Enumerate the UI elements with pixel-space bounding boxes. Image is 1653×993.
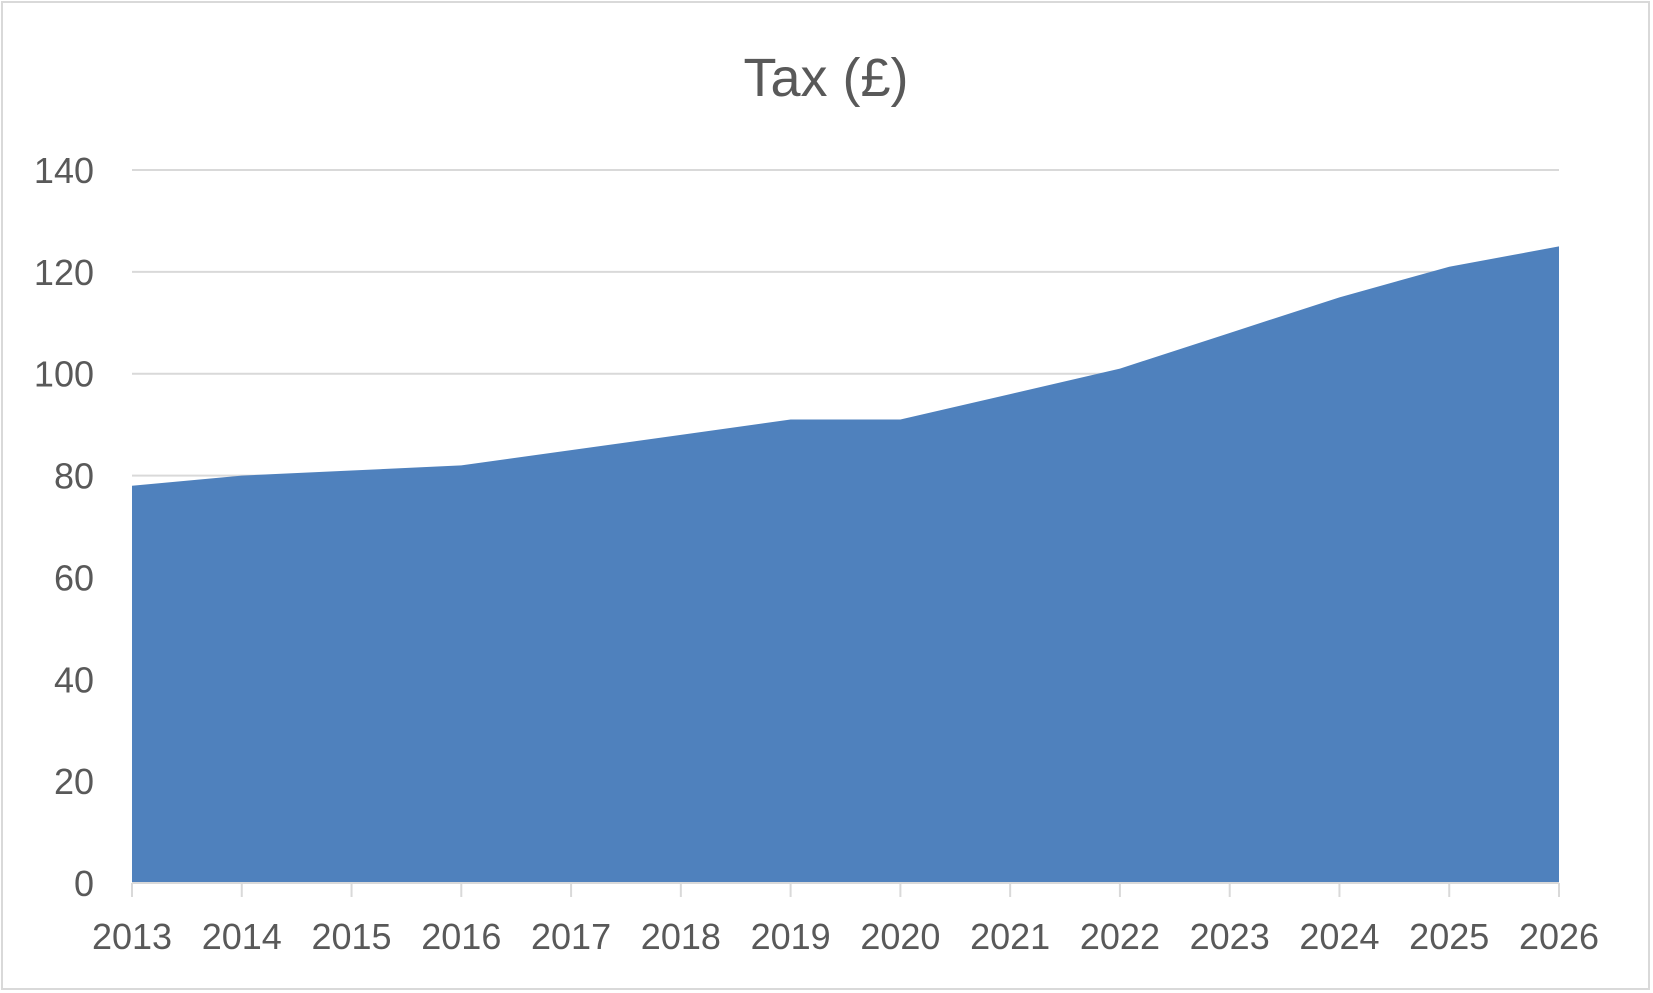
y-tick-label: 140 — [34, 150, 94, 191]
x-tick-label: 2020 — [860, 916, 940, 957]
chart-title: Tax (£) — [743, 48, 908, 108]
x-axis-ticks: 2013 2014 2015 2016 2017 2018 2019 2020 2021 2022… — [92, 916, 1599, 957]
x-tick-label: 2019 — [751, 916, 831, 957]
area-series — [132, 246, 1559, 884]
x-tick-label: 2014 — [202, 916, 282, 957]
x-tick-label: 2015 — [311, 916, 391, 957]
y-axis-ticks: 0 20 40 60 80 100 120 140 — [34, 150, 94, 904]
area-fill — [132, 246, 1559, 884]
y-tick-label: 60 — [54, 557, 94, 598]
y-tick-label: 80 — [54, 456, 94, 497]
x-tick-label: 2018 — [641, 916, 721, 957]
x-tick-label: 2021 — [970, 916, 1050, 957]
x-tick-label: 2024 — [1299, 916, 1379, 957]
x-tick-label: 2025 — [1409, 916, 1489, 957]
x-axis — [131, 882, 1560, 897]
x-tick-label: 2016 — [421, 916, 501, 957]
x-tick-label: 2022 — [1080, 916, 1160, 957]
x-tick-label: 2023 — [1190, 916, 1270, 957]
y-tick-label: 20 — [54, 761, 94, 802]
y-tick-label: 40 — [54, 659, 94, 700]
y-tick-label: 0 — [74, 863, 94, 904]
y-tick-label: 100 — [34, 354, 94, 395]
x-tick-label: 2013 — [92, 916, 172, 957]
y-tick-label: 120 — [34, 252, 94, 293]
x-tick-label: 2017 — [531, 916, 611, 957]
x-tick-label: 2026 — [1519, 916, 1599, 957]
